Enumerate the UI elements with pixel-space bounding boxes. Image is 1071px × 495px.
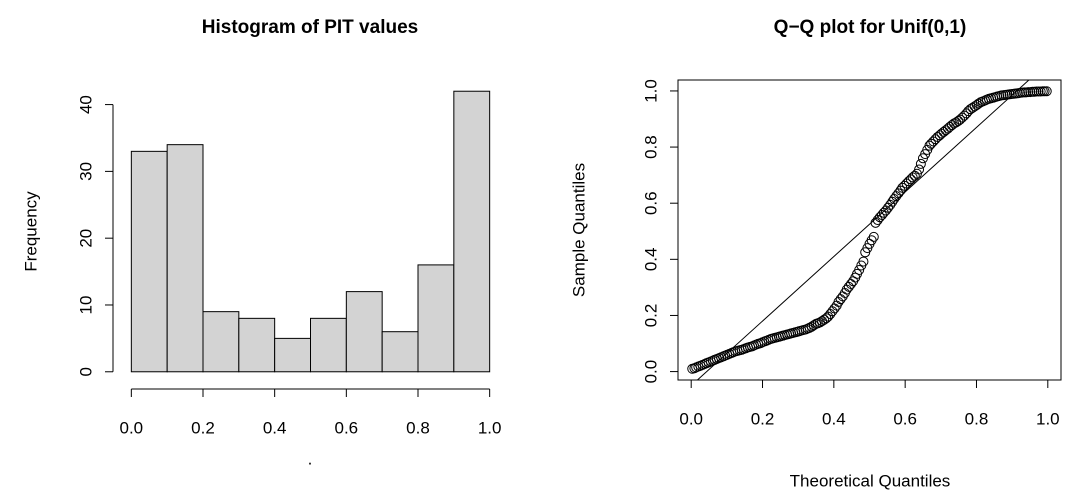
x-tick-label: 0.8 <box>965 409 989 428</box>
x-tick-label: 0.4 <box>822 409 846 428</box>
y-tick-label: 0.8 <box>641 135 660 159</box>
x-tick-label: 0.6 <box>893 409 917 428</box>
point <box>903 176 914 187</box>
chart-title: Q−Q plot for Unif(0,1) <box>774 17 967 38</box>
x-tick-label: 0.2 <box>191 418 215 437</box>
reference-line <box>696 80 1030 380</box>
bar <box>202 311 240 373</box>
point <box>909 170 920 181</box>
y-tick-label: 0.6 <box>641 191 660 215</box>
bar <box>417 264 455 373</box>
x-tick-label: 0.0 <box>120 418 144 437</box>
y-axis-label: Sample Quantiles <box>569 163 588 297</box>
point <box>905 174 916 185</box>
x-tick-label: 0.2 <box>751 409 775 428</box>
point <box>914 164 925 175</box>
y-tick-label: 10 <box>76 296 95 315</box>
point <box>854 264 865 275</box>
x-axis-label: Theoretical Quantiles <box>790 471 951 490</box>
bar <box>166 144 204 373</box>
x-tick-label: 1.0 <box>478 418 502 437</box>
y-tick-label: 0.4 <box>641 248 660 272</box>
x-tick-label: 0.8 <box>406 418 430 437</box>
point <box>835 294 846 305</box>
point <box>868 231 879 242</box>
bar <box>381 331 419 373</box>
point <box>915 158 926 169</box>
y-tick-label: 40 <box>76 95 95 114</box>
reference-line-group <box>696 80 1030 380</box>
y-tick-label: 20 <box>76 229 95 248</box>
x-tick-label: 1.0 <box>1036 409 1060 428</box>
bar <box>274 337 311 373</box>
bar <box>238 317 276 373</box>
x-tick-label: 0.4 <box>263 418 287 437</box>
bar <box>345 291 383 373</box>
plot-box <box>677 79 1062 381</box>
x-tick-label: 0.6 <box>335 418 359 437</box>
y-tick-label: 0 <box>76 367 95 376</box>
point <box>866 235 877 246</box>
point <box>858 256 869 267</box>
bar <box>130 150 168 373</box>
y-tick-label: 1.0 <box>641 79 660 103</box>
x-axis-label: . <box>308 449 313 468</box>
y-tick-label: 0.2 <box>641 304 660 328</box>
point <box>1041 86 1052 97</box>
bar <box>453 90 491 373</box>
x-tick-label: 0.0 <box>679 409 703 428</box>
y-tick-label: 0.0 <box>641 360 660 384</box>
chart-title: Histogram of PIT values <box>202 17 418 38</box>
y-tick-label: 30 <box>76 162 95 181</box>
bar <box>310 317 347 373</box>
y-axis-label: Frequency <box>21 191 40 272</box>
